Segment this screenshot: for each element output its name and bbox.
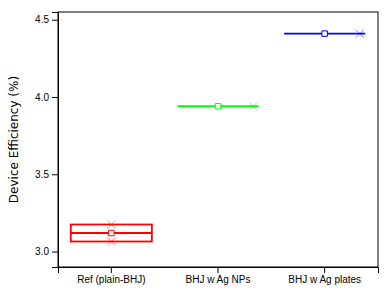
chart: 3.0 3.5 4.0 4.5 Ref (plain-BHJ) BHJ w Ag NPs B… <box>0 0 392 299</box>
x-tick-line <box>218 267 219 273</box>
y-tick-label: 4.0 <box>35 92 49 103</box>
y-tick-label: 3.5 <box>35 169 49 180</box>
spread-box <box>71 225 152 242</box>
end-marker <box>249 102 257 110</box>
y-axis-title: Device Efficiency (%) <box>7 76 21 203</box>
x-tick-label: BHJ w Ag NPs <box>185 274 250 285</box>
group <box>71 220 152 245</box>
x-tick: BHJ w Ag NPs <box>185 267 250 285</box>
y-tick-line <box>52 252 58 253</box>
x-axis: Ref (plain-BHJ) BHJ w Ag NPs BHJ w Ag plat… <box>59 267 379 285</box>
y-tick: 3.5 <box>35 169 58 180</box>
y-axis-line <box>52 13 59 268</box>
x-tick: BHJ w Ag plates <box>288 267 361 285</box>
end-marker <box>356 30 364 38</box>
upper-marker <box>107 220 115 228</box>
y-tick-line <box>52 97 58 98</box>
mean-marker <box>109 230 114 235</box>
y-tick-label: 3.0 <box>35 246 49 257</box>
y-tick-label: 4.5 <box>35 14 49 25</box>
mean-marker <box>215 104 220 109</box>
group <box>284 30 365 38</box>
x-tick-label: Ref (plain-BHJ) <box>77 274 145 285</box>
y-tick: 4.5 <box>35 14 58 25</box>
lower-marker <box>107 237 115 245</box>
plot-frame <box>58 12 378 267</box>
marks <box>71 30 365 246</box>
x-tick: Ref (plain-BHJ) <box>77 267 145 285</box>
x-tick-line <box>324 267 325 273</box>
y-tick-line <box>52 174 58 175</box>
x-axis-line <box>59 268 379 274</box>
mean-marker <box>322 31 327 36</box>
y-tick: 3.0 <box>35 246 58 257</box>
x-tick-line <box>111 267 112 273</box>
y-tick-line <box>52 20 58 21</box>
group <box>177 102 258 110</box>
x-tick-label: BHJ w Ag plates <box>288 274 361 285</box>
y-axis: 3.0 3.5 4.0 4.5 <box>35 13 58 268</box>
plot: 3.0 3.5 4.0 4.5 Ref (plain-BHJ) BHJ w Ag NPs B… <box>35 12 378 285</box>
y-tick: 4.0 <box>35 92 58 103</box>
